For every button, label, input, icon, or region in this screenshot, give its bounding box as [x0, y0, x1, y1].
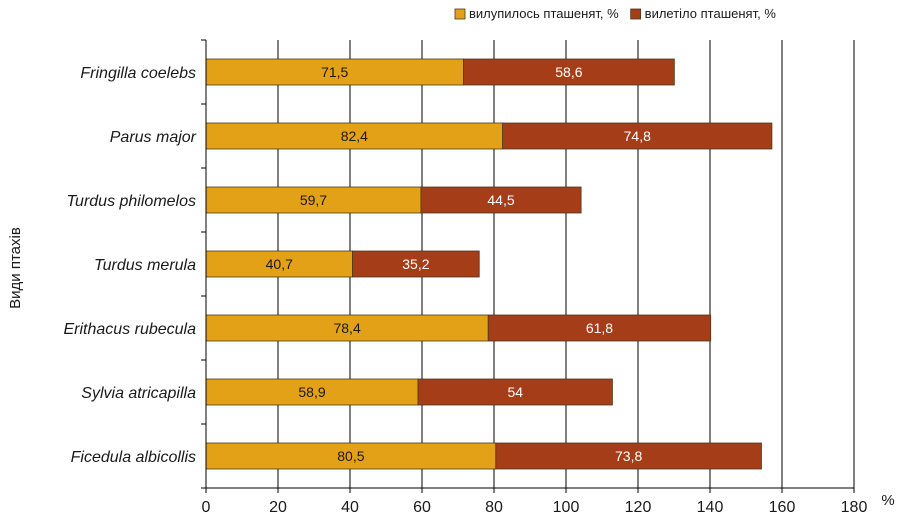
legend: вилупилось пташенят, % вилетіло пташенят,…: [454, 6, 777, 21]
bar-turdus-philomelos-series-2: [420, 186, 582, 214]
x-tick-label-80: 80: [485, 499, 503, 516]
category-label-turdus-philomelos: Turdus philomelos: [66, 193, 196, 210]
x-axis-title: %: [881, 492, 894, 509]
category-label-fringilla-coelebs: Fringilla coelebs: [80, 65, 196, 82]
data-label-erithacus-rubecula-series-2: 61,8: [586, 320, 613, 336]
category-label-parus-major: Parus major: [110, 129, 197, 146]
data-label-turdus-philomelos-series-2: 44,5: [487, 192, 514, 208]
bar-sylvia-atricapilla-series-1: [205, 378, 419, 406]
axes: [201, 39, 855, 493]
category-label-turdus-merula: Turdus merula: [94, 257, 196, 274]
y-axis-title: Види птахів: [7, 227, 24, 309]
data-label-fringilla-coelebs-series-1: 71,5: [321, 64, 348, 80]
bar-ficedula-albicollis-series-2: [495, 442, 762, 470]
bars: 71,5 58,6 82,4 74,8 59,7 44,5 40,7 35,2 78,4 61,8…: [205, 58, 773, 470]
data-label-fringilla-coelebs-series-2: 58,6: [555, 64, 582, 80]
bar-turdus-merula-series-1: [205, 250, 353, 278]
category-labels: Fringilla coelebs Parus major Turdus philo…: [63, 65, 196, 466]
category-label-ficedula-albicollis: Ficedula albicollis: [71, 449, 196, 466]
bar-fringilla-coelebs-series-2: [462, 58, 675, 86]
data-label-ficedula-albicollis-series-2: 73,8: [615, 448, 642, 464]
legend-label-series-1: вилупилось пташенят, %: [469, 6, 619, 21]
x-tick-label-160: 160: [769, 499, 796, 516]
category-label-sylvia-atricapilla: Sylvia atricapilla: [81, 385, 196, 402]
data-label-ficedula-albicollis-series-1: 80,5: [337, 448, 364, 464]
bar-sylvia-atricapilla-series-2: [417, 378, 613, 406]
x-tick-label-180: 180: [841, 499, 868, 516]
data-label-turdus-merula-series-1: 40,7: [266, 256, 293, 272]
data-label-sylvia-atricapilla-series-2: 54: [507, 384, 523, 400]
legend-swatch-series-2: [630, 8, 642, 20]
x-tick-label-100: 100: [553, 499, 580, 516]
bar-turdus-merula-series-2: [352, 250, 480, 278]
data-label-parus-major-series-1: 82,4: [341, 128, 368, 144]
x-tick-labels: 0 20 40 60 80 100 120 140 160 180: [202, 499, 868, 516]
x-tick-label-40: 40: [341, 499, 359, 516]
data-label-turdus-merula-series-2: 35,2: [402, 256, 429, 272]
x-tick-label-0: 0: [202, 499, 211, 516]
category-label-erithacus-rubecula: Erithacus rubecula: [63, 321, 196, 338]
data-label-sylvia-atricapilla-series-1: 58,9: [298, 384, 325, 400]
x-tick-label-120: 120: [625, 499, 652, 516]
x-tick-label-20: 20: [269, 499, 287, 516]
gridlines: [277, 40, 855, 488]
x-tick-label-60: 60: [413, 499, 431, 516]
legend-swatch-series-1: [454, 8, 466, 20]
bar-parus-major-series-1: [205, 122, 504, 150]
bar-erithacus-rubecula-series-2: [487, 314, 712, 342]
data-label-turdus-philomelos-series-1: 59,7: [300, 192, 327, 208]
legend-label-series-2: вилетіло пташенят, %: [645, 6, 777, 21]
x-tick-label-140: 140: [697, 499, 724, 516]
data-label-erithacus-rubecula-series-1: 78,4: [333, 320, 360, 336]
bar-turdus-philomelos-series-1: [205, 186, 422, 214]
bar-parus-major-series-2: [502, 122, 773, 150]
data-label-parus-major-series-2: 74,8: [624, 128, 651, 144]
